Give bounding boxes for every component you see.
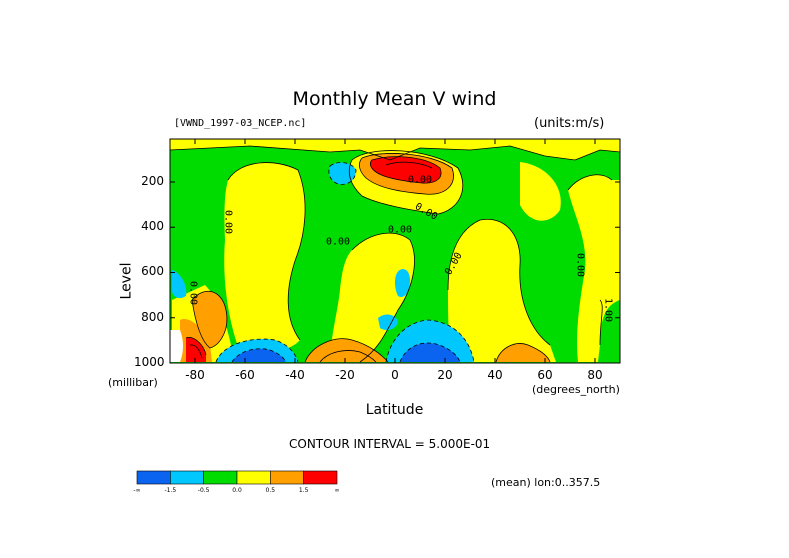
colorbar-tick-label: ∞ — [334, 487, 340, 494]
contour-value-label: 0.00 — [387, 224, 413, 236]
contour-value-label: 0.00 — [187, 280, 199, 306]
x-units-label: (degrees_north) — [532, 383, 620, 396]
y-tick-label: 600 — [141, 264, 164, 279]
colorbar-tick-label: 0.5 — [265, 487, 276, 494]
contour-fill — [170, 139, 620, 363]
x-tick-label: 20 — [437, 368, 453, 382]
region-blue-eq-surface — [400, 342, 460, 362]
colorbar — [136, 470, 338, 485]
x-tick-label: 0 — [391, 368, 399, 382]
region-cyan-small-2 — [378, 314, 398, 330]
colorbar-tick-label: 0.0 — [232, 487, 242, 494]
x-axis-label: Latitude — [365, 402, 424, 418]
units-label: (units:m/s) — [534, 116, 605, 131]
colorbar-tick-label: -∞ — [133, 487, 141, 494]
contour-value-label: 0.00 — [407, 174, 433, 186]
region-positive-center-column — [330, 233, 415, 362]
y-tick-marks — [170, 181, 620, 364]
region-positive-upper-east — [520, 162, 561, 221]
mean-label: (mean) lon:0..357.5 — [491, 476, 601, 489]
region-positive-nh-column — [448, 219, 556, 362]
x-tick-label: -20 — [335, 368, 355, 382]
colorbar-swatch — [136, 470, 171, 485]
y-tick-label: 1000 — [134, 355, 165, 369]
region-positive-sh-column — [224, 162, 306, 354]
contour-value-label: 0.00 — [222, 209, 234, 235]
region-positive-upper-band — [170, 139, 620, 160]
region-cyan-polar — [172, 270, 187, 299]
region-orange-surface-east — [496, 343, 550, 362]
region-cyan-small-1 — [394, 268, 410, 298]
region-missing-pole — [170, 330, 183, 362]
y-tick-label: 400 — [141, 219, 164, 234]
contour-value-label: 1.00 — [602, 297, 614, 323]
colorbar-swatch — [236, 470, 271, 485]
colorbar-swatch — [203, 470, 238, 485]
x-tick-label: 80 — [587, 368, 603, 382]
x-tick-label: 60 — [537, 368, 553, 382]
y-tick-label: 800 — [141, 309, 164, 324]
y-units-label: (millibar) — [108, 376, 158, 389]
colorbar-swatch — [170, 470, 204, 485]
contour-value-label: 0.00 — [325, 236, 351, 248]
x-tick-label: -60 — [235, 368, 255, 382]
x-tick-label: -80 — [185, 368, 205, 382]
contour-lines — [170, 145, 620, 363]
region-red-jet-core — [370, 156, 442, 184]
colorbar-swatch — [303, 470, 338, 485]
colorbar-tick-label: 1.5 — [298, 487, 309, 494]
file-label: [VWND_1997-03_NCEP.nc] — [174, 118, 307, 129]
colorbar-tick-label: -1.5 — [164, 487, 177, 494]
x-tick-marks — [194, 139, 596, 363]
region-positive-east-column — [568, 174, 620, 362]
y-axis-label: Level — [118, 262, 135, 300]
x-tick-label: 40 — [487, 368, 503, 382]
contour-interval-label: CONTOUR INTERVAL = 5.000E-01 — [289, 437, 491, 451]
colorbar-swatch — [270, 470, 304, 485]
contour-value-label: 0.00 — [574, 252, 586, 278]
x-tick-label: -40 — [285, 368, 305, 382]
colorbar-tick-label: -0.5 — [197, 487, 210, 494]
chart-title: Monthly Mean V wind — [292, 88, 497, 110]
y-tick-label: 200 — [141, 173, 164, 188]
